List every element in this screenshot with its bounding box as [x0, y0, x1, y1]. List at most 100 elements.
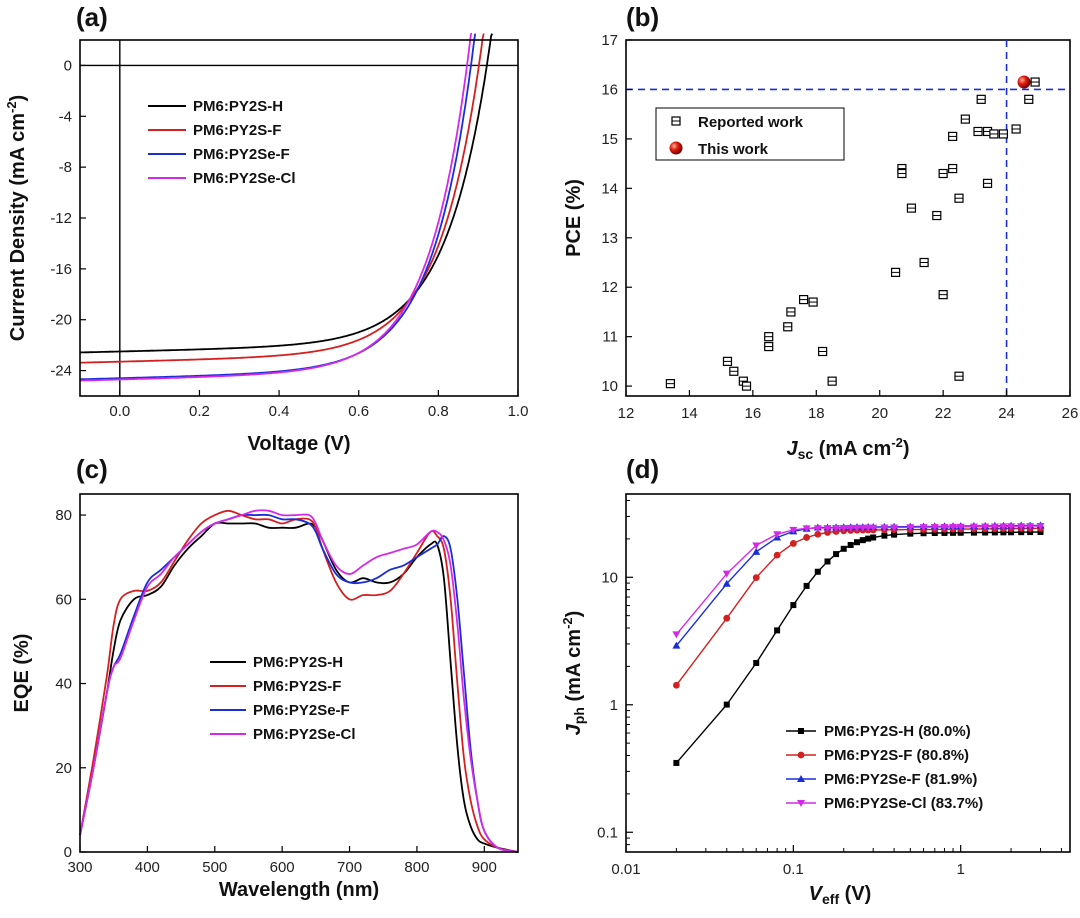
panel-d-y-ticks: 0.1 1 10: [597, 569, 618, 841]
legend-marker: [798, 728, 804, 734]
panel-c-xtick: 800: [404, 859, 429, 876]
panel-c-x-label: Wavelength (nm): [219, 879, 379, 901]
jv-curve: [80, 34, 484, 363]
reported-point: [974, 127, 982, 135]
panel-d-ytick: 0.1: [597, 824, 618, 841]
legend-entry: PM6:PY2Se-Cl (83.7%): [786, 795, 983, 812]
this-work-point: [1018, 76, 1031, 89]
reported-point: [955, 372, 963, 380]
reported-point: [1031, 78, 1039, 86]
panel-c-xtick: 400: [135, 859, 160, 876]
panel-a-ytick: -12: [50, 210, 72, 227]
panel-d-xtick: 0.1: [783, 861, 804, 878]
panel-b-y-label: PCE (%): [563, 179, 585, 257]
panel-c-ytick: 20: [55, 760, 72, 777]
legend-label: PM6:PY2S-H: [253, 654, 343, 671]
panel-a-xtick: 0.4: [269, 403, 290, 420]
legend-label: PM6:PY2S-F: [193, 122, 281, 139]
reported-point: [784, 323, 792, 331]
legend-entry: PM6:PY2Se-Cl: [210, 726, 356, 743]
panel-b-xtick: 12: [618, 405, 635, 422]
panel-b-ytick: 13: [601, 230, 618, 247]
reported-point: [990, 130, 998, 138]
reported-point: [977, 95, 985, 103]
legend-label: PM6:PY2S-F (80.8%): [824, 747, 969, 764]
legend-entry: PM6:PY2Se-Cl: [148, 170, 296, 187]
panel-c-legend: PM6:PY2S-H PM6:PY2S-F PM6:PY2Se-F PM6:PY…: [210, 654, 356, 743]
legend-entry: PM6:PY2S-F: [210, 678, 341, 695]
panel-b-label: (b): [626, 2, 659, 32]
panel-c-ytick: 60: [55, 591, 72, 608]
reported-point: [939, 170, 947, 178]
jv-curve: [80, 34, 475, 380]
panel-a-xtick: 0.6: [348, 403, 369, 420]
panel-c-xtick: 500: [202, 859, 227, 876]
panel-b-ytick: 15: [601, 131, 618, 148]
panel-b-points: [626, 40, 1070, 396]
panel-a: (a) 0.0 0.2 0.4 0.6 0.8 1.0 0 -4 -8 -12 …: [4, 2, 528, 455]
legend-entry: PM6:PY2S-F (80.8%): [786, 747, 969, 764]
panel-d-x-label: Veff (V): [809, 883, 872, 907]
reported-point: [765, 343, 773, 351]
reported-point: [730, 367, 738, 375]
reported-point: [723, 357, 731, 365]
legend-entry: PM6:PY2S-H (80.0%): [786, 723, 971, 740]
panel-d-xtick: 1: [957, 861, 965, 878]
panel-b-frame: [626, 40, 1070, 396]
legend-label: PM6:PY2S-H (80.0%): [824, 723, 971, 740]
panel-d: (d) 0.01 0.1 1 0.1 1 10 Veff (V) Jph (mA…: [560, 454, 1070, 907]
legend-entry: PM6:PY2Se-F: [210, 702, 350, 719]
panel-b-ytick: 12: [601, 279, 618, 296]
reported-point: [1012, 125, 1020, 133]
panel-c-xtick: 900: [472, 859, 497, 876]
legend-marker: [798, 752, 805, 759]
reported-point: [892, 268, 900, 276]
jph-markers: [673, 525, 1044, 689]
reported-point: [828, 377, 836, 385]
reported-point: [984, 179, 992, 187]
legend-label: PM6:PY2Se-Cl: [253, 726, 356, 743]
reported-point: [800, 296, 808, 304]
panel-b-xtick: 18: [808, 405, 825, 422]
legend-label: This work: [698, 141, 769, 158]
panel-d-ytick: 1: [610, 697, 618, 714]
reported-point: [743, 382, 751, 390]
panel-a-y-label: Current Density (mA cm-2): [4, 95, 29, 341]
panel-b-reference-lines: [626, 40, 1070, 396]
panel-c-ytick: 40: [55, 676, 72, 693]
legend-entry: PM6:PY2S-H: [148, 98, 283, 115]
panel-a-ytick: -8: [59, 159, 72, 176]
reported-point: [999, 130, 1007, 138]
panel-c-xtick: 300: [67, 859, 92, 876]
panel-a-xtick: 0.2: [189, 403, 210, 420]
panel-a-series: [80, 34, 518, 396]
legend-entry: PM6:PY2Se-F (81.9%): [786, 771, 977, 788]
reported-point: [920, 259, 928, 267]
panel-a-ytick: 0: [64, 57, 72, 74]
panel-c-xtick: 600: [270, 859, 295, 876]
panel-a-ytick: -16: [50, 261, 72, 278]
reported-point: [765, 333, 773, 341]
panel-b-ytick: 10: [601, 378, 618, 395]
reported-point: [898, 170, 906, 178]
reported-point: [907, 204, 915, 212]
panel-b-ytick: 14: [601, 180, 618, 197]
reported-point: [933, 212, 941, 220]
reported-point: [819, 348, 827, 356]
legend-label: Reported work: [698, 114, 804, 131]
jv-curve: [80, 34, 492, 353]
panel-a-xtick: 1.0: [508, 403, 529, 420]
panel-c: (c) 300 400 500 600 700 800 900 0 20 40 …: [11, 454, 518, 901]
panel-b-x-ticks: 12 14 16 18 20 22 24 26: [618, 405, 1079, 422]
panel-b-legend: Reported work This work: [656, 108, 844, 160]
reported-point: [949, 132, 957, 140]
jph-curve: [676, 528, 1040, 685]
legend-label: PM6:PY2Se-Cl: [193, 170, 296, 187]
panel-b-x-label: Jsc (mA cm-2): [786, 435, 909, 462]
reported-point: [1025, 95, 1033, 103]
panel-c-label: (c): [76, 454, 108, 484]
panel-c-ytick: 0: [64, 844, 72, 861]
panel-b-y-ticks: 10 11 12 13 14 15 16 17: [601, 32, 618, 395]
panel-b-xtick: 26: [1062, 405, 1079, 422]
legend-entry: PM6:PY2S-H: [210, 654, 343, 671]
